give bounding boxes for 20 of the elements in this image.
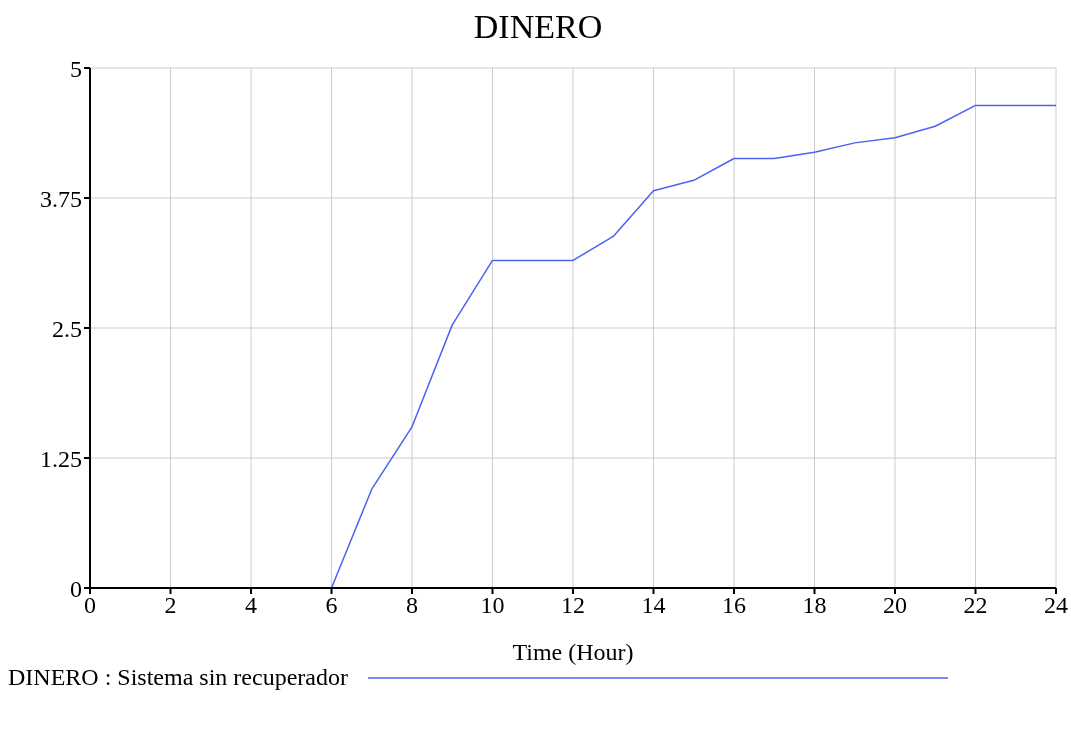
x-tick-label: 16 — [722, 592, 746, 619]
x-tick-label: 4 — [245, 592, 257, 619]
x-tick-label: 14 — [641, 592, 666, 619]
x-tick-label: 20 — [883, 592, 907, 619]
y-tick-label: 0 — [70, 575, 82, 602]
x-tick-label: 8 — [406, 592, 418, 619]
x-tick-label: 24 — [1044, 592, 1068, 619]
x-tick-label: 12 — [561, 592, 585, 619]
x-tick-label: 18 — [802, 592, 827, 619]
x-tick-label: 2 — [164, 592, 177, 619]
x-tick-label: 10 — [480, 592, 505, 619]
chart-title: DINERO — [473, 8, 603, 45]
y-tick-label: 5 — [70, 55, 82, 82]
x-tick-label: 22 — [963, 592, 988, 619]
y-tick-label: 3.75 — [40, 185, 82, 212]
y-tick-label: 2.5 — [52, 315, 82, 342]
text: DINERO : Sistema sin recuperador — [8, 664, 348, 691]
x-axis-title: Time (Hour) — [512, 639, 634, 665]
y-tick-label: 1.25 — [40, 445, 82, 472]
x-tick-label: 6 — [325, 592, 338, 619]
